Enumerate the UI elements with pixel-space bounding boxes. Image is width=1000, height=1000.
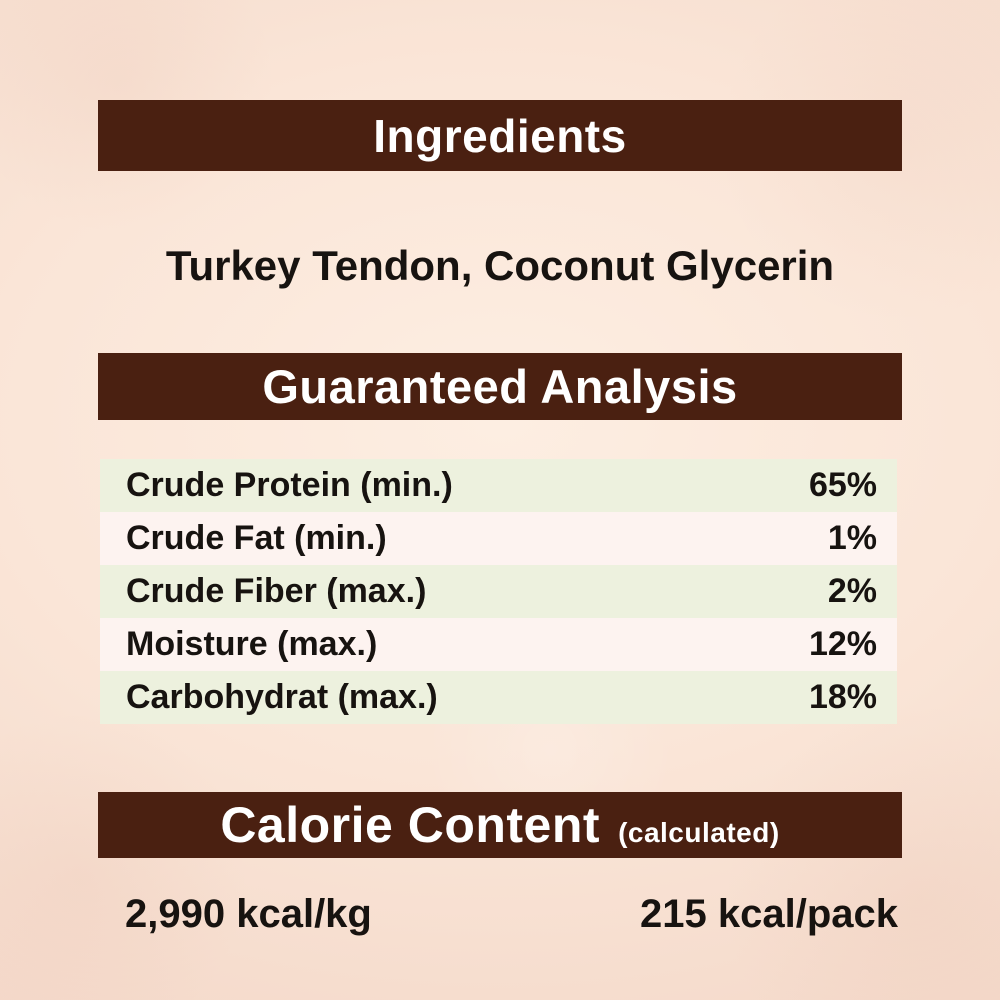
calories-per-pack: 215 kcal/pack bbox=[640, 892, 898, 936]
table-row: Crude Fat (min.) 1% bbox=[100, 512, 897, 565]
ingredients-header-bar: Ingredients bbox=[98, 100, 902, 171]
table-row: Moisture (max.) 12% bbox=[100, 618, 897, 671]
row-value: 1% bbox=[827, 519, 877, 557]
ingredients-list: Turkey Tendon, Coconut Glycerin bbox=[165, 242, 835, 289]
row-value: 65% bbox=[808, 466, 877, 504]
calories-per-kg: 2,990 kcal/kg bbox=[125, 892, 372, 936]
row-label: Moisture (max.) bbox=[126, 625, 378, 663]
ingredients-title: Ingredients bbox=[373, 109, 627, 162]
calorie-title-group: Calorie Content (calculated) bbox=[220, 796, 779, 854]
row-value: 2% bbox=[827, 572, 877, 610]
calorie-content-subtitle: (calculated) bbox=[618, 817, 780, 848]
row-label: Carbohydrat (max.) bbox=[126, 678, 438, 716]
row-value: 12% bbox=[808, 625, 877, 663]
calorie-content-header-bar: Calorie Content (calculated) bbox=[98, 792, 902, 858]
guaranteed-analysis-header-bar: Guaranteed Analysis bbox=[98, 353, 902, 420]
row-label: Crude Protein (min.) bbox=[126, 466, 453, 504]
row-label: Crude Fat (min.) bbox=[126, 519, 387, 557]
table-row: Crude Fiber (max.) 2% bbox=[100, 565, 897, 618]
table-row: Crude Protein (min.) 65% bbox=[100, 459, 897, 512]
calorie-content-title: Calorie Content bbox=[220, 797, 601, 853]
row-value: 18% bbox=[808, 678, 877, 716]
guaranteed-analysis-title: Guaranteed Analysis bbox=[262, 360, 738, 413]
calorie-values-row: 2,990 kcal/kg 215 kcal/pack bbox=[125, 892, 898, 937]
row-label: Crude Fiber (max.) bbox=[126, 572, 427, 610]
guaranteed-analysis-table: Crude Protein (min.) 65% Crude Fat (min.… bbox=[100, 459, 897, 724]
table-row: Carbohydrat (max.) 18% bbox=[100, 671, 897, 724]
